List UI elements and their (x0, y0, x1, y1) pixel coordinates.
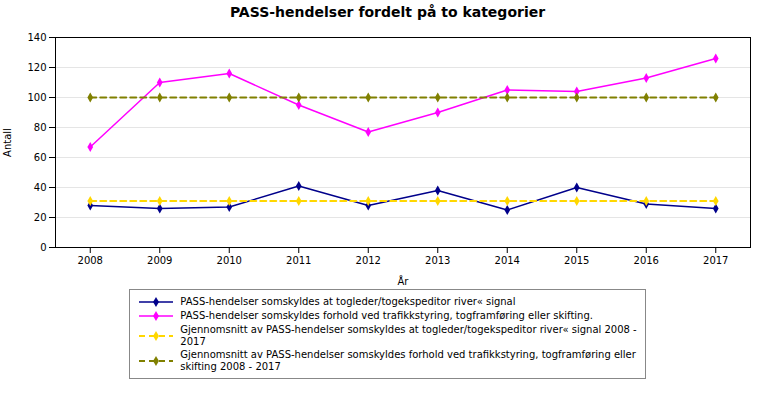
html-text:PASS-hendelser somskyldes at t: PASS-hendelser somskyldes at togleder/to… (180, 296, 516, 308)
svg-text:100: 100 (27, 92, 46, 103)
svg-text:0: 0 (40, 242, 46, 253)
svg-text:2011: 2011 (286, 255, 311, 266)
html-text:PASS-hendelser somskyldes forh: PASS-hendelser somskyldes forhold ved tr… (180, 310, 593, 322)
html-text:Gjennomsnitt av PASS-hendelser: Gjennomsnitt av PASS-hendelser somskylde… (180, 324, 637, 347)
html-text:Gjennomsnitt av PASS-hendelser: Gjennomsnitt av PASS-hendelser somskylde… (180, 349, 636, 372)
svg-text:2012: 2012 (356, 255, 381, 266)
svg-text:2010: 2010 (217, 255, 242, 266)
svg-text:2009: 2009 (147, 255, 172, 266)
svg-text:2008: 2008 (78, 255, 103, 266)
svg-text:2015: 2015 (564, 255, 589, 266)
svg-text:20: 20 (34, 212, 47, 223)
svg-text:60: 60 (34, 152, 47, 163)
svg-text:2017: 2017 (703, 255, 728, 266)
svg-text:40: 40 (34, 182, 47, 193)
svg-text:140: 140 (27, 32, 46, 43)
svg-text:Antall: Antall (2, 128, 13, 157)
svg-text:2014: 2014 (495, 255, 520, 266)
svg-text:År: År (398, 275, 410, 287)
svg-text:120: 120 (27, 62, 46, 73)
svg-text:2016: 2016 (634, 255, 659, 266)
html-text:PASS-hendelser fordelt på to k: PASS-hendelser fordelt på to kategorier (229, 4, 546, 20)
svg-text:80: 80 (34, 122, 47, 133)
svg-text:2013: 2013 (425, 255, 450, 266)
